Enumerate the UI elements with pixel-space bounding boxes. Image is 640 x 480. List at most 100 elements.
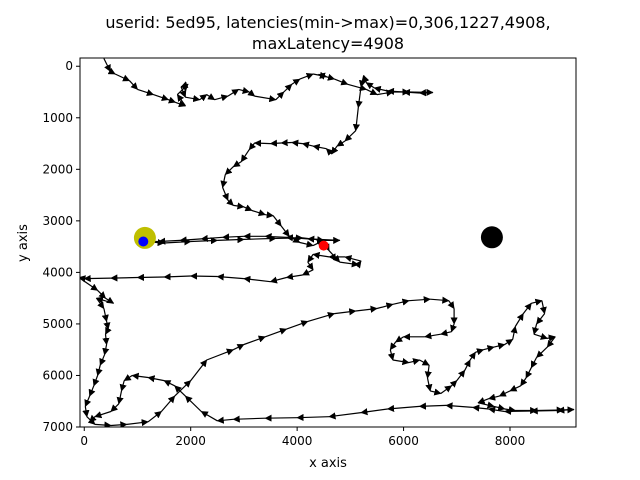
path-segment [301, 141, 314, 149]
path-segment [247, 89, 256, 97]
path-segment [283, 83, 293, 93]
path-segment [94, 421, 112, 427]
path-segment [355, 305, 378, 313]
path-segment [525, 367, 533, 379]
path-segment [376, 302, 394, 310]
path-segment [137, 88, 155, 97]
path-segment [539, 300, 547, 315]
path-segment [456, 369, 466, 381]
path-segment [291, 78, 301, 86]
path-segment [83, 274, 111, 283]
path-segment [440, 329, 452, 337]
path-segment [430, 296, 450, 304]
y-tick-label: 0 [65, 59, 73, 73]
path-segment [392, 298, 410, 306]
marker-blue [138, 236, 149, 247]
chart-title-line-2: maxLatency=4908 [252, 34, 404, 53]
path-segment [493, 342, 506, 350]
path-segment [97, 289, 107, 299]
path-segment [522, 302, 532, 314]
path-segment [531, 298, 543, 306]
path-segment [418, 402, 447, 410]
x-tick-label: 2000 [175, 434, 206, 448]
path-segment [272, 215, 282, 227]
path-segment [546, 336, 556, 348]
path-segment [424, 332, 441, 340]
path-segment [275, 234, 304, 242]
path-segment [240, 149, 250, 163]
path-segment [418, 89, 433, 97]
path-segment [206, 348, 234, 361]
path-segment [307, 311, 336, 322]
path-segment [174, 385, 186, 397]
path-segment [344, 130, 357, 142]
path-segment [358, 75, 366, 88]
path-segment [472, 404, 489, 412]
path-segment [92, 375, 100, 387]
path-segment [445, 402, 473, 410]
data-layer [80, 58, 575, 427]
path-segment [547, 334, 556, 342]
path-segment [386, 404, 420, 413]
path-segment [153, 94, 169, 102]
path-segment [299, 240, 314, 248]
path-segment [248, 142, 257, 151]
x-tick-label: 6000 [388, 434, 419, 448]
path-segment [233, 202, 245, 210]
path-segment [129, 80, 138, 90]
path-segment [243, 235, 277, 243]
path-segment [243, 335, 266, 346]
path-segment [94, 410, 112, 419]
path-segment [498, 390, 511, 397]
path-segment [557, 406, 574, 414]
path-segment [424, 365, 432, 379]
path-segment [312, 251, 330, 259]
y-tick-label: 4000 [42, 265, 73, 279]
path-segment [510, 325, 518, 340]
path-segment [475, 348, 485, 356]
path-segment [536, 346, 548, 358]
path-segment [110, 421, 128, 427]
path-segment [503, 407, 532, 415]
path-segment [232, 415, 266, 423]
path-segment [119, 380, 127, 392]
path-segment [222, 187, 229, 201]
path-segment [402, 88, 420, 96]
x-axis-label: x axis [309, 456, 347, 471]
path-segment [286, 320, 309, 330]
path-segment [214, 94, 229, 102]
path-segment [233, 343, 245, 351]
path-segment [504, 338, 514, 346]
path-segment [190, 237, 219, 245]
path-segment [425, 377, 433, 392]
y-tick-label: 6000 [42, 368, 73, 382]
path-segment [216, 416, 234, 424]
path-segment [264, 414, 298, 422]
path-segment [336, 139, 346, 147]
path-segment [96, 297, 105, 310]
path-segment [99, 354, 107, 366]
path-segment [387, 349, 395, 361]
path-segment [269, 276, 287, 284]
path-segment [163, 273, 191, 281]
path-segment [325, 148, 334, 156]
x-tick-label: 4000 [282, 434, 313, 448]
y-axis-label: y axis [16, 224, 31, 262]
path-segment [243, 275, 271, 283]
y-ticks: 0 1000 2000 3000 4000 5000 6000 7000 [42, 59, 80, 434]
path-segment [354, 260, 362, 269]
path-segment [463, 359, 471, 371]
path-segment [532, 323, 540, 335]
path-segment [126, 419, 149, 427]
path-segment [102, 344, 110, 356]
path-segment [302, 236, 325, 244]
path-segment [102, 334, 110, 346]
path-segment [251, 209, 266, 217]
path-segment [386, 87, 404, 95]
path-segment [254, 95, 277, 103]
path-segment [493, 403, 506, 411]
path-segment [334, 308, 357, 316]
path-segment [477, 397, 489, 404]
path-segment [285, 272, 303, 281]
path-segment [164, 238, 192, 246]
